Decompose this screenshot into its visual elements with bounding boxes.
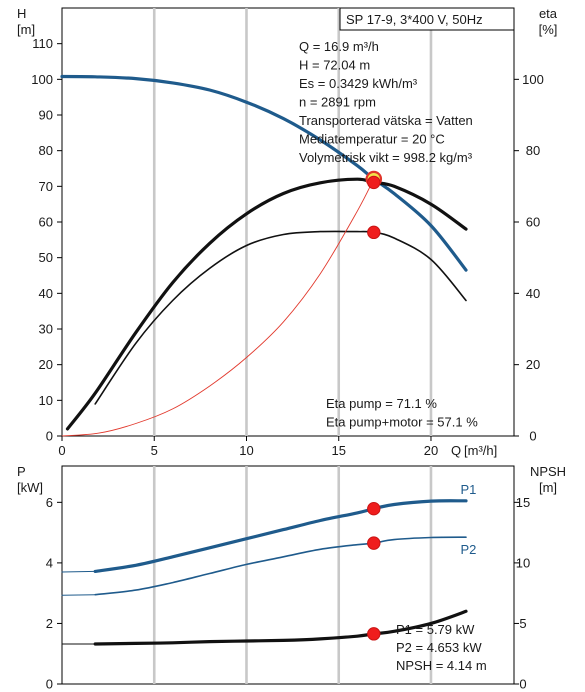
x-tick-label: 5 [151,443,158,458]
y-left-axis-name: H [17,6,26,21]
y-left-axis-unit: [kW] [17,480,43,495]
y-left-tick-label: 60 [39,215,53,230]
x-tick-label: 20 [424,443,438,458]
y-left-tick-label: 110 [32,36,53,51]
y-right-axis-unit: [m] [539,480,557,495]
x-tick-label: 0 [58,443,65,458]
y-left-tick-label: 6 [46,495,53,510]
series-label-P2: P2 [460,542,476,557]
series-P1-flat-start-line [61,570,96,573]
operating-point-marker [367,536,381,550]
info-line: H = 72.04 m [299,58,370,73]
info-line: Transporterad vätska = Vatten [299,113,473,128]
y-left-tick-label: 20 [39,357,53,372]
y-right-tick-label: 0 [529,429,536,444]
y-left-tick-label: 80 [39,143,53,158]
y-right-tick-label: 100 [522,72,544,87]
plot-frame [61,7,515,437]
series-P2-flat-start-line [61,594,96,596]
y-right-tick-label: 80 [526,143,540,158]
series-head-line [60,74,468,272]
y-left-tick-label: 90 [39,108,53,123]
series-P2-line [94,536,467,596]
series-eta-pump-motor-line [94,230,467,405]
y-right-axis-name: NPSH [530,464,566,479]
power-annotation: P1 = 5.79 kW [396,622,475,637]
power-annotation: NPSH = 4.14 m [396,658,487,673]
y-left-tick-label: 50 [39,250,53,265]
y-right-tick-label: 5 [519,616,526,631]
operating-point-marker [367,175,381,190]
y-left-tick-label: 10 [39,393,53,408]
info-line: Mediatemperatur = 20 °C [299,132,445,147]
info-line: Volymetrisk vikt = 998.2 kg/m³ [299,150,473,165]
y-left-tick-label: 40 [39,286,53,301]
y-right-axis-unit: [%] [539,22,558,37]
y-left-tick-label: 2 [46,616,53,631]
y-right-tick-label: 0 [519,677,526,692]
y-left-axis-unit: [m] [17,22,35,37]
y-right-axis-name: eta [539,6,558,21]
info-line: Es = 0.3429 kWh/m³ [299,76,418,91]
power-annotation: P2 = 4.653 kW [396,640,482,655]
y-left-tick-label: 4 [46,555,53,570]
y-right-tick-label: 10 [516,555,530,570]
y-right-tick-label: 60 [526,215,540,230]
x-tick-label: 15 [332,443,346,458]
operating-point-marker [367,225,381,240]
y-right-tick-label: 40 [526,286,540,301]
x-axis-name: Q [451,443,461,458]
y-left-tick-label: 0 [46,677,53,692]
series-NPSH-line [93,609,468,646]
y-left-tick-label: 100 [31,72,53,87]
y-left-tick-label: 0 [46,429,53,444]
series-P1-line [93,499,468,573]
y-right-tick-label: 15 [516,495,530,510]
head-efficiency-panel: 0102030405060708090100110020406080100H[m… [17,6,558,458]
series-system-curve-line [61,178,375,437]
chart-title: SP 17-9, 3*400 V, 50Hz [346,12,483,27]
x-axis-unit: [m³/h] [464,443,497,458]
info-line: n = 2891 rpm [299,95,376,110]
eta-annotation: Eta pump+motor = 57.1 % [326,415,478,430]
info-line: Q = 16.9 m³/h [299,39,379,54]
series-eta-pump-line [65,177,468,431]
title-box [339,7,515,31]
operating-point-marker [367,627,381,641]
series-label-P1: P1 [460,482,476,497]
y-left-axis-name: P [17,464,26,479]
operating-point-marker [367,501,381,516]
y-left-tick-label: 70 [39,179,53,194]
eta-annotation: Eta pump = 71.1 % [326,396,437,411]
y-left-tick-label: 30 [39,322,53,337]
x-tick-label: 10 [239,443,253,458]
power-npsh-panel: 0 2 4 6 0 5 10 15 P[kW] NPSH[m] P1 P2 P1 = 5.79 kW P2… [17,464,566,692]
y-right-tick-label: 20 [526,357,540,372]
